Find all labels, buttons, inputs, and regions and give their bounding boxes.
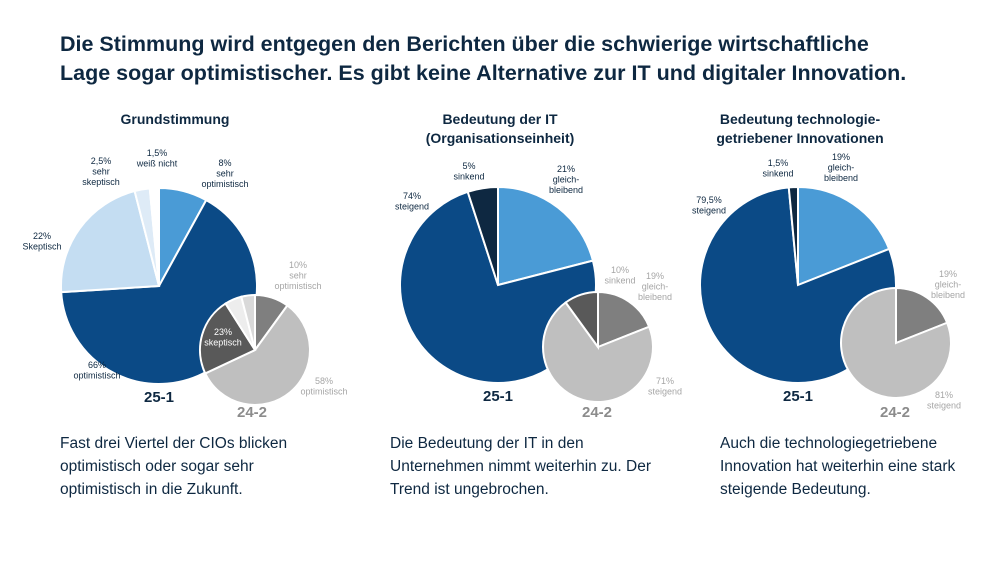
panel-title-bedeutung-it: Bedeutung der IT (Organisationseinheit)	[380, 110, 620, 148]
slice-label-25-1-steigend: 79,5% steigend	[692, 195, 726, 216]
pie-24-2	[198, 293, 311, 406]
slice-label-24-2-gleichbleibend: 19% gleich-bleibend	[638, 271, 672, 302]
slice-label-24-2-steigend: 81% steigend	[927, 390, 961, 411]
slice-label-24-2-steigend: 71% steigend	[648, 376, 682, 397]
series-name-label: 25-1	[783, 388, 813, 405]
pie-slice-24-2-skeptisch	[198, 302, 257, 375]
series-name-label: 24-2	[582, 404, 612, 421]
caption-line: Auch die technologiegetriebene	[720, 435, 938, 452]
pie-chart-1: 25-1 8% sehr optimistisch 66% optimistisch 22%…	[22, 148, 347, 421]
slice-label-24-2-skeptisch: 23% skeptisch	[204, 327, 242, 348]
slice-label-25-1-steigend: 74% steigend	[395, 191, 429, 212]
caption-line: optimistisch in die Zukunft.	[60, 481, 243, 498]
pie-slice-25-1-gleichbleibend	[797, 185, 891, 287]
pie-24-2	[542, 290, 654, 403]
pie-slice-24-2-steigend	[542, 301, 654, 403]
slice-label-25-1-optimistisch: 66% optimistisch	[73, 360, 120, 381]
slice-label-25-1-gleichbleibend: 19% gleich-bleibend	[824, 152, 858, 183]
headline-line-2: Lage sogar optimistischer. Es gibt keine…	[60, 61, 907, 85]
slice-label-25-1-skeptisch: 22% Skeptisch	[22, 231, 61, 252]
caption-line: steigende Bedeutung.	[720, 481, 871, 498]
slice-label-24-2-sehr-optimistisch: 10% sehr optimistisch	[274, 260, 321, 291]
caption-line: Innovation hat weiterhin eine stark	[720, 458, 956, 475]
pie-slice-25-1-skeptisch	[60, 189, 161, 294]
pie-slice-24-2-weiss-nicht	[240, 293, 256, 351]
pie-slice-24-2-gleichbleibend	[895, 286, 949, 345]
pie-chart-2: 25-1 21% gleich-bleibend 74% steigend 5% sinke…	[395, 161, 682, 421]
pie-slice-24-2-sinkend	[564, 290, 599, 351]
headline: Die Stimmung wird entgegen den Berichten…	[60, 30, 960, 88]
panel-title-line: Bedeutung technologie-	[719, 111, 881, 127]
pie-slice-24-2-gleichbleibend	[597, 290, 651, 349]
caption-bedeutung-it: Die Bedeutung der IT in den Unternehmen …	[390, 432, 651, 501]
slice-label-25-1-sehr-optimistisch: 8% sehr optimistisch	[201, 158, 248, 189]
slice-label-25-1-gleichbleibend: 21% gleich-bleibend	[549, 164, 583, 195]
caption-line: Fast drei Viertel der CIOs blicken	[60, 435, 288, 452]
caption-line: Die Bedeutung der IT in den	[390, 435, 584, 452]
slice-label-24-2-gleichbleibend: 19% gleich-bleibend	[931, 269, 965, 300]
caption-line: Trend ist ungebrochen.	[390, 481, 549, 498]
caption-line: Unternehmen nimmt weiterhin zu. Der	[390, 458, 652, 475]
panel-title-line: Bedeutung der IT	[442, 111, 558, 127]
caption-grundstimmung: Fast drei Viertel der CIOs blicken optim…	[60, 432, 287, 501]
pie-slice-25-1-sinkend	[787, 185, 799, 286]
panel-title-line: getriebener Innovationen	[716, 130, 884, 146]
pie-slice-25-1-weiss-nicht	[148, 186, 160, 287]
pie-slice-25-1-gleichbleibend	[497, 185, 595, 287]
slice-label-25-1-sinkend: 5% sinkend	[453, 161, 484, 182]
slice-label-25-1-sehr-skeptisch: 2,5% sehr skeptisch	[82, 156, 120, 187]
series-name-label: 24-2	[237, 404, 267, 421]
pie-24-2	[840, 286, 952, 399]
caption-bedeutung-innovation: Auch die technologiegetriebene Innovatio…	[720, 432, 955, 501]
slice-label-24-2-sinkend: 10% sinkend	[604, 265, 635, 286]
series-name-label: 24-2	[880, 404, 910, 421]
headline-line-1: Die Stimmung wird entgegen den Berichten…	[60, 32, 869, 56]
slice-label-24-2-optimistisch: 58% optimistisch	[300, 376, 347, 397]
pie-slice-24-2-steigend	[840, 286, 952, 399]
slice-label-25-1-sinkend: 1,5% sinkend	[762, 158, 793, 179]
series-name-label: 25-1	[144, 389, 174, 406]
panel-title-line: Grundstimmung	[120, 111, 230, 127]
panel-title-line: (Organisationseinheit)	[425, 130, 575, 146]
series-name-label: 25-1	[483, 388, 513, 405]
caption-line: optimistisch oder sogar sehr	[60, 458, 254, 475]
slice-label-25-1-weiss-nicht: 1,5% weiß nicht	[136, 148, 178, 169]
pie-slice-25-1-sinkend	[466, 185, 499, 286]
pie-slice-24-2-optimistisch	[203, 304, 311, 406]
panel-title-bedeutung-innovation: Bedeutung technologie- getriebener Innov…	[680, 110, 920, 148]
pie-chart-3: 25-1 19% gleich-bleibend 79,5% steigend 1,5% s…	[692, 152, 965, 421]
panel-title-grundstimmung: Grundstimmung	[75, 110, 275, 129]
